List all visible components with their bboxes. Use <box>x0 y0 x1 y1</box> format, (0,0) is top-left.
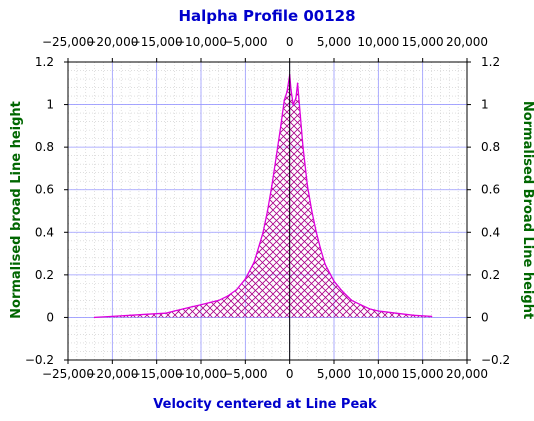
y-tick-label-right: 0.8 <box>481 140 500 154</box>
data-point <box>253 261 255 263</box>
y-tick-label-right: 0.2 <box>481 268 500 282</box>
y-tick-label-left: 0.6 <box>35 183 54 197</box>
data-point <box>319 248 322 251</box>
data-point <box>200 303 202 306</box>
x-tick-label-top: −20,000 <box>86 35 138 49</box>
x-tick-label-top: −10,000 <box>175 35 227 49</box>
data-point <box>350 299 353 302</box>
tick-labels: −25,000−25,000−20,000−20,000−15,000−15,0… <box>25 35 510 381</box>
data-point <box>324 263 326 266</box>
chart-title: Halpha Profile 00128 <box>178 7 355 25</box>
y-tick-label-right: 1.2 <box>481 55 500 69</box>
y-tick-label-left: 1.2 <box>35 55 54 69</box>
data-point <box>191 306 193 308</box>
y-tick-label-left: 0.2 <box>35 268 54 282</box>
data-point <box>377 310 380 312</box>
x-tick-label-bottom: 15,000 <box>402 367 444 381</box>
data-point <box>290 88 292 91</box>
data-point <box>302 146 304 148</box>
x-tick-label-bottom: 10,000 <box>357 367 399 381</box>
y-axis-label-right: Normalised Broad Line height <box>520 101 534 319</box>
y-tick-label-left: 0 <box>46 310 54 324</box>
data-point <box>280 125 282 127</box>
data-point <box>182 308 185 310</box>
data-point <box>333 280 335 283</box>
data-point <box>296 82 299 85</box>
plot-series <box>93 74 433 319</box>
data-point <box>129 314 131 317</box>
data-point <box>164 312 167 315</box>
data-point <box>173 310 176 312</box>
data-point <box>292 103 295 106</box>
plot-frame <box>64 58 471 364</box>
data-point <box>217 299 220 302</box>
data-point <box>368 308 371 310</box>
data-point <box>93 316 96 319</box>
series-fill-area <box>94 74 432 318</box>
data-point <box>311 210 313 212</box>
x-tick-label-bottom: −25,000 <box>42 367 94 381</box>
data-point <box>359 303 362 306</box>
x-tick-label-top: −5,000 <box>223 35 267 49</box>
y-tick-label-left: −0.2 <box>25 353 54 367</box>
data-point <box>111 315 114 318</box>
y-axis-label-left: Normalised broad Line height <box>9 101 24 319</box>
x-tick-label-bottom: −15,000 <box>131 367 183 381</box>
x-tick-label-top: 20,000 <box>446 35 488 49</box>
x-tick-label-top: 10,000 <box>357 35 399 49</box>
x-tick-label-top: −25,000 <box>42 35 94 49</box>
data-point <box>235 289 238 291</box>
y-tick-label-right: 0 <box>481 310 489 324</box>
data-point <box>413 314 415 317</box>
x-tick-label-bottom: 5,000 <box>317 367 351 381</box>
y-tick-label-right: −0.2 <box>481 353 510 367</box>
data-point <box>262 231 264 234</box>
data-point <box>226 295 229 297</box>
data-point <box>283 99 286 102</box>
x-tick-label-bottom: −10,000 <box>175 367 227 381</box>
x-tick-label-top: 5,000 <box>317 35 351 49</box>
data-point <box>266 210 269 212</box>
x-tick-label-bottom: −5,000 <box>223 367 267 381</box>
data-point <box>147 313 149 316</box>
x-tick-label-bottom: 0 <box>286 367 294 381</box>
x-axis-label: Velocity centered at Line Peak <box>153 397 377 412</box>
data-point <box>275 154 278 157</box>
data-point <box>209 301 211 304</box>
data-point <box>295 97 297 99</box>
x-tick-label-bottom: 20,000 <box>446 367 488 381</box>
data-point <box>430 315 433 318</box>
y-tick-label-right: 0.6 <box>481 183 500 197</box>
y-tick-label-right: 1 <box>481 98 489 112</box>
data-point <box>271 184 273 187</box>
data-point <box>244 278 247 280</box>
x-tick-label-bottom: −20,000 <box>86 367 138 381</box>
data-point <box>299 114 302 116</box>
data-point <box>395 312 397 315</box>
data-point <box>306 184 309 187</box>
y-tick-label-right: 0.4 <box>481 225 500 239</box>
data-point <box>315 231 318 234</box>
x-tick-label-top: 15,000 <box>402 35 444 49</box>
data-point <box>286 91 288 93</box>
data-point <box>342 291 344 293</box>
plot-border <box>67 61 468 361</box>
x-tick-label-top: 0 <box>286 35 294 49</box>
x-tick-label-top: −15,000 <box>131 35 183 49</box>
y-tick-label-left: 0.4 <box>35 225 54 239</box>
y-tick-label-left: 1 <box>46 98 54 112</box>
y-tick-label-left: 0.8 <box>35 140 54 154</box>
